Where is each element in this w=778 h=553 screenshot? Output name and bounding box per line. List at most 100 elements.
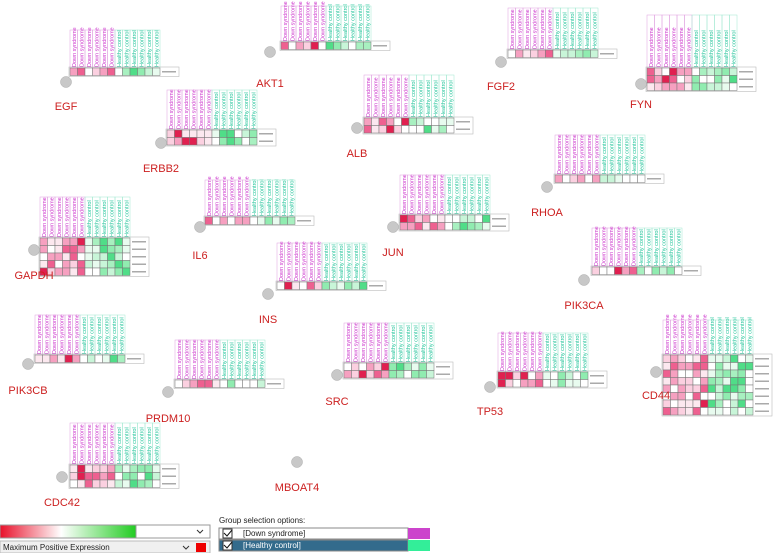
group-header: Down syndrome [403, 77, 409, 117]
group-header: Healthy control [102, 200, 108, 237]
heatmap-cell [69, 252, 78, 261]
heatmap-cell [567, 49, 576, 58]
heatmap-cell [129, 479, 138, 488]
heatmap-cell [295, 41, 304, 50]
heatmap-cell [174, 379, 183, 388]
gene-node: Down syndrome Down syndrome Down syndrome D… [146, 339, 285, 425]
color-swatch[interactable] [196, 543, 206, 552]
heatmap-cell [84, 479, 93, 488]
heatmap-cell [340, 41, 349, 50]
heatmap-cell [661, 82, 670, 91]
group-header: Healthy control [97, 317, 103, 354]
heatmap-cell [34, 354, 43, 363]
heatmap-cell [166, 129, 175, 138]
heatmap-cell [219, 216, 228, 225]
group-header: Healthy control [716, 30, 722, 67]
heatmap-cell [737, 354, 746, 363]
heatmap-cell [422, 214, 431, 223]
heatmap-cell [181, 137, 190, 146]
heatmap-cell [730, 407, 739, 416]
heatmap-cell [700, 369, 709, 378]
group-header: Down syndrome [52, 314, 58, 354]
group-header: Healthy control [259, 179, 265, 216]
heatmap-cell [69, 464, 78, 473]
gene-node: Down syndrome Down syndrome Down syndrome D… [192, 176, 315, 262]
group-header: Healthy control [350, 4, 356, 41]
expression-dropdown[interactable] [0, 540, 211, 553]
heatmap-cell [107, 479, 116, 488]
heatmap-cell [381, 362, 390, 371]
node-circle [28, 244, 40, 256]
group-header: Down syndrome [298, 1, 304, 41]
row-label [739, 86, 753, 88]
heatmap-cell [685, 384, 694, 393]
checkbox[interactable] [222, 540, 233, 551]
heatmap-cell [378, 125, 387, 134]
group-header: Healthy control [747, 317, 753, 354]
row-label [755, 395, 769, 397]
group-header: Down syndrome [572, 134, 578, 174]
node-label: FYN [630, 99, 652, 111]
heatmap-cell [276, 281, 285, 290]
heatmap-cell [288, 41, 297, 50]
checkbox[interactable] [222, 528, 233, 539]
group-header: Healthy control [448, 80, 454, 117]
heatmap-cell [730, 384, 739, 393]
group-header: Healthy control [441, 80, 447, 117]
group-options-title: Group selection options: [219, 516, 305, 525]
heatmap-cell [715, 362, 724, 371]
heatmap-cell [189, 129, 198, 138]
heatmap-cell [572, 371, 581, 380]
group-header: Down syndrome [402, 174, 408, 214]
heatmap-cell [745, 354, 754, 363]
heatmap-cell [670, 392, 679, 401]
heatmap-cell [677, 354, 686, 363]
heatmap-cell [62, 260, 71, 269]
heatmap-cell [189, 137, 198, 146]
node-label: CD44 [642, 390, 670, 402]
heatmap-cell [94, 354, 103, 363]
group-header: Healthy control [139, 427, 145, 464]
group-header: Down syndrome [601, 226, 607, 266]
group-header: Healthy control [117, 30, 123, 67]
heatmap-cell [684, 67, 693, 76]
heatmap-cell [669, 82, 678, 91]
group-header: Healthy control [447, 177, 453, 214]
group-header: Down syndrome [294, 241, 300, 281]
row-label [647, 178, 661, 180]
heatmap-cell [77, 472, 86, 481]
group-header: Down syndrome [74, 314, 80, 354]
heatmap-cell [661, 75, 670, 84]
heatmap-cell [114, 267, 123, 276]
heatmap-cell [730, 392, 739, 401]
heatmap-cell [343, 370, 352, 379]
heatmap-cell [446, 117, 455, 126]
heatmap-cell [137, 67, 146, 76]
group-header: Healthy control [229, 92, 235, 129]
heatmap-cell [69, 67, 78, 76]
node-label: CDC42 [44, 497, 80, 509]
gradient-dropdown[interactable] [135, 524, 211, 539]
heatmap-cell [144, 472, 153, 481]
node-circle [484, 381, 496, 393]
group-header: Healthy control [244, 92, 250, 129]
node-circle [60, 76, 72, 88]
heatmap-cell [181, 129, 190, 138]
heatmap-cell [542, 371, 551, 380]
heatmap-cell [321, 281, 330, 290]
heatmap-cell [69, 260, 78, 269]
row-label [436, 366, 450, 368]
heatmap-cell [629, 174, 638, 183]
row-label [132, 241, 146, 243]
heatmap-cell [745, 399, 754, 408]
heatmap-cell [363, 41, 372, 50]
group-header: Healthy control [709, 30, 715, 67]
heatmap-cell [622, 174, 631, 183]
group-color[interactable] [408, 540, 430, 551]
node-circle [194, 221, 206, 233]
heatmap-cell [482, 222, 491, 231]
heatmap-cell [373, 362, 382, 371]
group-header: Healthy control [654, 229, 660, 266]
heatmap-cell [408, 117, 417, 126]
group-color[interactable] [408, 528, 430, 539]
